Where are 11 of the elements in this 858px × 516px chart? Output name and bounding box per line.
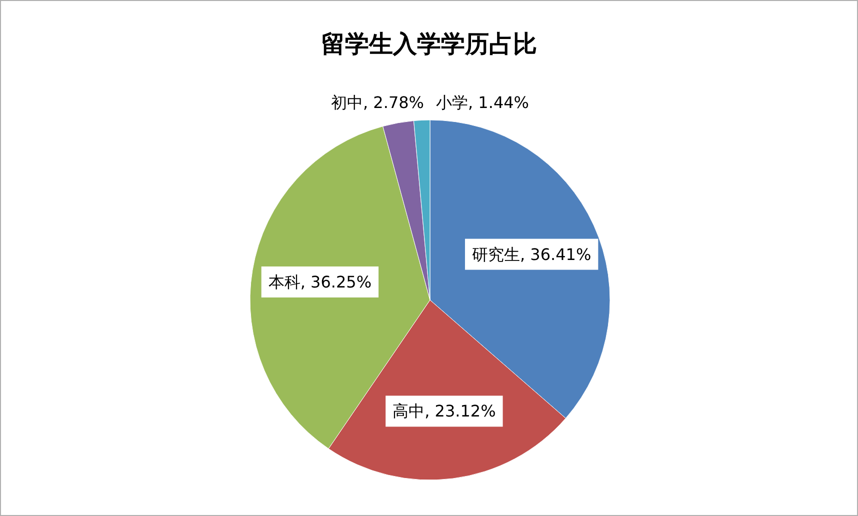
data-label: , 1.44% — [468, 93, 529, 112]
slice-label: 高中 — [392, 402, 425, 421]
data-label: , 36.25% — [300, 272, 372, 292]
slice-label: 小学 — [436, 93, 468, 112]
data-label: , 23.12% — [424, 402, 496, 421]
chart-title: 留学生入学学历占比 — [321, 30, 537, 58]
data-label: , 36.41% — [520, 244, 592, 264]
slice-label: 初中 — [331, 93, 363, 112]
slice-label: 本科 — [268, 272, 300, 292]
data-label: , 2.78% — [363, 93, 424, 112]
slice-label: 研究生 — [472, 244, 520, 264]
